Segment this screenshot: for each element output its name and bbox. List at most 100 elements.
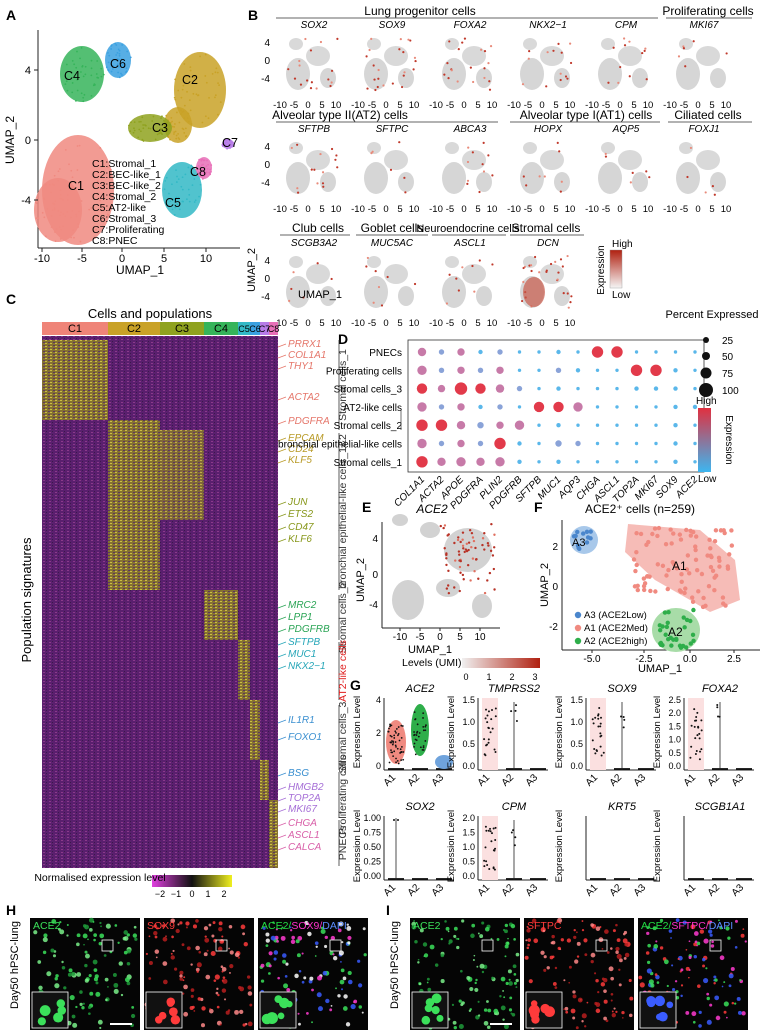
data-point: [595, 749, 598, 752]
cell-point: [228, 140, 231, 142]
signal: [568, 981, 571, 984]
axis-tick: 1.5: [462, 828, 475, 838]
signal: [527, 943, 530, 947]
axis-tick: 10: [200, 253, 212, 265]
signal: [294, 973, 299, 979]
signal: [677, 957, 680, 961]
data-point: [413, 731, 415, 733]
expression-point: [467, 548, 470, 552]
expression-point: [309, 87, 313, 90]
expression-point: [471, 557, 475, 560]
umap-cloud: [540, 150, 564, 170]
channel-label: SOX9: [147, 920, 175, 932]
signal: [216, 987, 219, 991]
signal: [68, 968, 73, 973]
signal: [468, 1009, 472, 1013]
expression-point: [315, 87, 318, 90]
cell-point: [652, 526, 658, 531]
signal: [324, 935, 328, 940]
axis-tick: A1: [476, 772, 493, 789]
expression-point: [643, 49, 646, 52]
cell-point: [588, 529, 593, 534]
dot: [416, 456, 428, 468]
data-point: [487, 710, 490, 713]
signal: [209, 1008, 212, 1011]
cell-point: [195, 168, 198, 171]
cell-point: [679, 572, 684, 577]
data-point: [597, 714, 600, 717]
size-legend-dot: [699, 383, 713, 397]
cell-point: [691, 607, 696, 613]
signal: [477, 932, 480, 935]
dot: [537, 386, 541, 391]
signal: [196, 962, 202, 968]
expression-point: [399, 38, 402, 41]
cell-point: [102, 73, 105, 76]
expression-point: [556, 141, 559, 144]
signal: [67, 972, 72, 977]
cell-point: [201, 175, 204, 178]
data-point: [402, 758, 405, 761]
cell-point: [229, 147, 231, 149]
signal: [324, 944, 328, 948]
axis-tick: 10: [409, 204, 420, 215]
cell-point: [53, 174, 56, 177]
cell-point: [111, 68, 114, 70]
data-point: [414, 718, 417, 720]
data-point: [390, 735, 393, 738]
signal: [295, 939, 300, 944]
signal: [117, 941, 120, 944]
colorbar-high: High: [696, 396, 717, 407]
cell-point: [118, 49, 121, 52]
expression-point: [692, 40, 695, 43]
gene-title: ACE2: [405, 683, 435, 695]
dot: [496, 366, 504, 374]
cell-point: [71, 91, 74, 94]
cell-point: [217, 113, 219, 116]
inset-signal: [168, 1007, 178, 1017]
cell-point: [154, 138, 157, 141]
dot: [693, 441, 697, 446]
cell-point: [660, 563, 666, 568]
heatmap-ylabel: Population signatures: [19, 537, 34, 663]
axis-tick: -10: [34, 253, 50, 265]
cell-point: [214, 94, 217, 97]
signal: [132, 933, 138, 938]
cell-point: [648, 588, 653, 594]
inset-signal: [37, 1017, 46, 1026]
cell-point: [77, 223, 79, 225]
umap-cloud: [364, 58, 388, 90]
cell-point: [584, 529, 590, 534]
umap-cloud: [462, 264, 486, 284]
signal: [615, 1010, 618, 1014]
signal: [222, 978, 228, 984]
cell-point: [177, 178, 180, 181]
axis-tick: 10: [487, 318, 498, 329]
cell-point: [121, 61, 124, 64]
data-point: [418, 732, 421, 734]
cell-point: [94, 214, 97, 217]
colorbar-title: Normalised expression level: [34, 872, 165, 884]
cell-point: [197, 164, 200, 167]
signal: [693, 954, 697, 959]
umap-cloud: [520, 58, 544, 90]
expression-point: [489, 45, 493, 48]
signal: [174, 967, 178, 971]
axis-tick: 10: [565, 204, 576, 215]
group-label: Proliferating cells: [337, 755, 349, 835]
signal: [475, 978, 478, 982]
group-title: Ciliated cells: [674, 108, 741, 122]
cell-point: [664, 624, 670, 630]
cell-point: [180, 185, 183, 188]
axis-tick: -5: [77, 253, 87, 265]
inset-signal: [654, 995, 666, 1007]
signal: [461, 1001, 465, 1005]
signal: [670, 937, 672, 939]
signal: [123, 950, 128, 955]
signal: [66, 934, 69, 937]
cell-point: [671, 531, 676, 536]
signal: [189, 1006, 194, 1011]
dot: [417, 402, 427, 412]
dot: [650, 364, 662, 376]
cell-point: [110, 48, 113, 50]
